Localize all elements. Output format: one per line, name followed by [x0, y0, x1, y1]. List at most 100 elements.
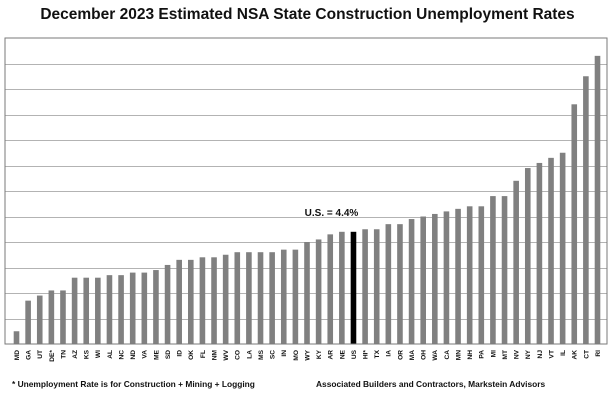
bar-ks: [83, 277, 90, 344]
chart-title: December 2023 Estimated NSA State Constr…: [40, 6, 575, 23]
bar-wa: [432, 213, 438, 344]
x-tick-label: SD: [165, 350, 172, 359]
x-tick-label: HI*: [363, 350, 370, 360]
bar-mo: [292, 249, 299, 344]
x-tick-label: LA: [246, 350, 253, 359]
bar-ky: [315, 239, 322, 344]
x-tick-label: CO: [235, 350, 242, 360]
x-tick-label: WY: [304, 349, 311, 360]
x-tick-label: OK: [188, 350, 195, 360]
bar-ne: [339, 231, 345, 344]
bar-ca: [443, 211, 450, 344]
x-tick-label: AL: [107, 350, 114, 359]
x-tick-label: TX: [374, 349, 381, 358]
x-tick-label: ME: [153, 349, 160, 359]
x-tick-label: NY: [525, 349, 532, 359]
bar-az: [71, 277, 78, 344]
bar-la: [246, 252, 252, 344]
bar-ma: [408, 219, 415, 344]
x-tick-label: MS: [258, 349, 265, 359]
x-tick-label: IA: [386, 350, 393, 357]
x-tick-label: ID: [177, 350, 184, 357]
x-tick-label: WV: [223, 349, 230, 360]
x-tick-label: NV: [514, 349, 521, 359]
us-annotation: U.S. = 4.4%: [305, 208, 359, 219]
bar-ms: [257, 252, 264, 344]
x-tick-label: VA: [142, 350, 149, 359]
x-tick-label: AK: [572, 350, 579, 360]
bar-nv: [513, 180, 519, 344]
x-tick-label: MO: [293, 350, 300, 361]
bar-nj: [536, 162, 543, 344]
bar-id: [176, 259, 182, 344]
x-tick-label: MT: [502, 350, 509, 360]
bar-ny: [524, 168, 531, 344]
bar-vt: [548, 157, 554, 344]
x-tick-label: WI: [95, 350, 102, 358]
bar-ia: [385, 224, 392, 344]
x-tick-label: SC: [270, 350, 277, 359]
bar-tn: [60, 290, 66, 344]
x-tick-label: MA: [409, 350, 416, 360]
bar-ut: [36, 295, 43, 344]
bars: [13, 55, 601, 344]
bar-nh: [466, 206, 473, 344]
x-tick-labels: MD GA UT DE* TN AZ KS WI AL NC ND VA ME SD ID OK FL NM WV C…: [14, 349, 602, 361]
bar-wy: [304, 242, 310, 344]
bar-mt: [501, 196, 508, 344]
bar-al: [106, 275, 113, 344]
x-tick-label: GA: [26, 350, 33, 360]
bar-de: [48, 290, 55, 344]
x-tick-label: PA: [479, 350, 486, 359]
bar-sd: [164, 264, 171, 344]
bar-wv: [222, 254, 229, 344]
bar-tx: [373, 229, 380, 344]
x-tick-label: IN: [281, 350, 288, 357]
x-tick-label: AZ: [72, 350, 79, 359]
bar-ri: [594, 55, 601, 344]
bar-fl: [199, 257, 206, 344]
bar-mi: [490, 196, 496, 344]
x-tick-label: TN: [60, 350, 67, 359]
bar-il: [559, 152, 566, 344]
bar-hi: [362, 229, 368, 344]
footnote: * Unemployment Rate is for Construction …: [12, 379, 255, 389]
bar-co: [234, 252, 241, 344]
bar-or: [397, 224, 403, 344]
x-tick-label: NH: [467, 350, 474, 360]
x-tick-label: AR: [328, 350, 335, 360]
x-tick-label: NJ: [537, 350, 544, 359]
bar-in: [280, 249, 287, 344]
bar-ar: [327, 234, 334, 344]
x-tick-label: US: [351, 349, 358, 359]
source-credit: Associated Builders and Contractors, Mar…: [316, 379, 546, 389]
bar-pa: [478, 206, 485, 344]
x-tick-label: NE: [339, 349, 346, 359]
bar-mn: [455, 208, 461, 344]
x-tick-label: KS: [84, 349, 91, 359]
x-tick-label: UT: [37, 350, 44, 359]
bar-nd: [129, 272, 136, 344]
bar-oh: [420, 216, 426, 344]
x-tick-label: FL: [200, 350, 207, 358]
annotations: U.S. = 4.4%: [305, 208, 359, 219]
x-tick-label: VT: [548, 350, 555, 358]
bar-md: [13, 331, 20, 344]
bar-us: [350, 231, 357, 344]
bar-va: [141, 272, 148, 344]
x-tick-label: DE*: [49, 350, 56, 362]
x-tick-label: NM: [211, 350, 218, 361]
bar-ga: [25, 300, 31, 344]
x-tick-label: OH: [421, 350, 428, 360]
plot-frame: [4, 37, 608, 345]
bar-nc: [118, 275, 124, 344]
x-tick-label: NC: [118, 350, 125, 360]
bar-ct: [583, 76, 589, 344]
x-tick-label: MD: [14, 350, 21, 360]
bar-wi: [95, 277, 101, 344]
bar-sc: [269, 252, 275, 344]
bar-ok: [188, 259, 194, 344]
x-tick-label: MI: [490, 350, 497, 357]
x-tick-label: MN: [455, 350, 462, 360]
